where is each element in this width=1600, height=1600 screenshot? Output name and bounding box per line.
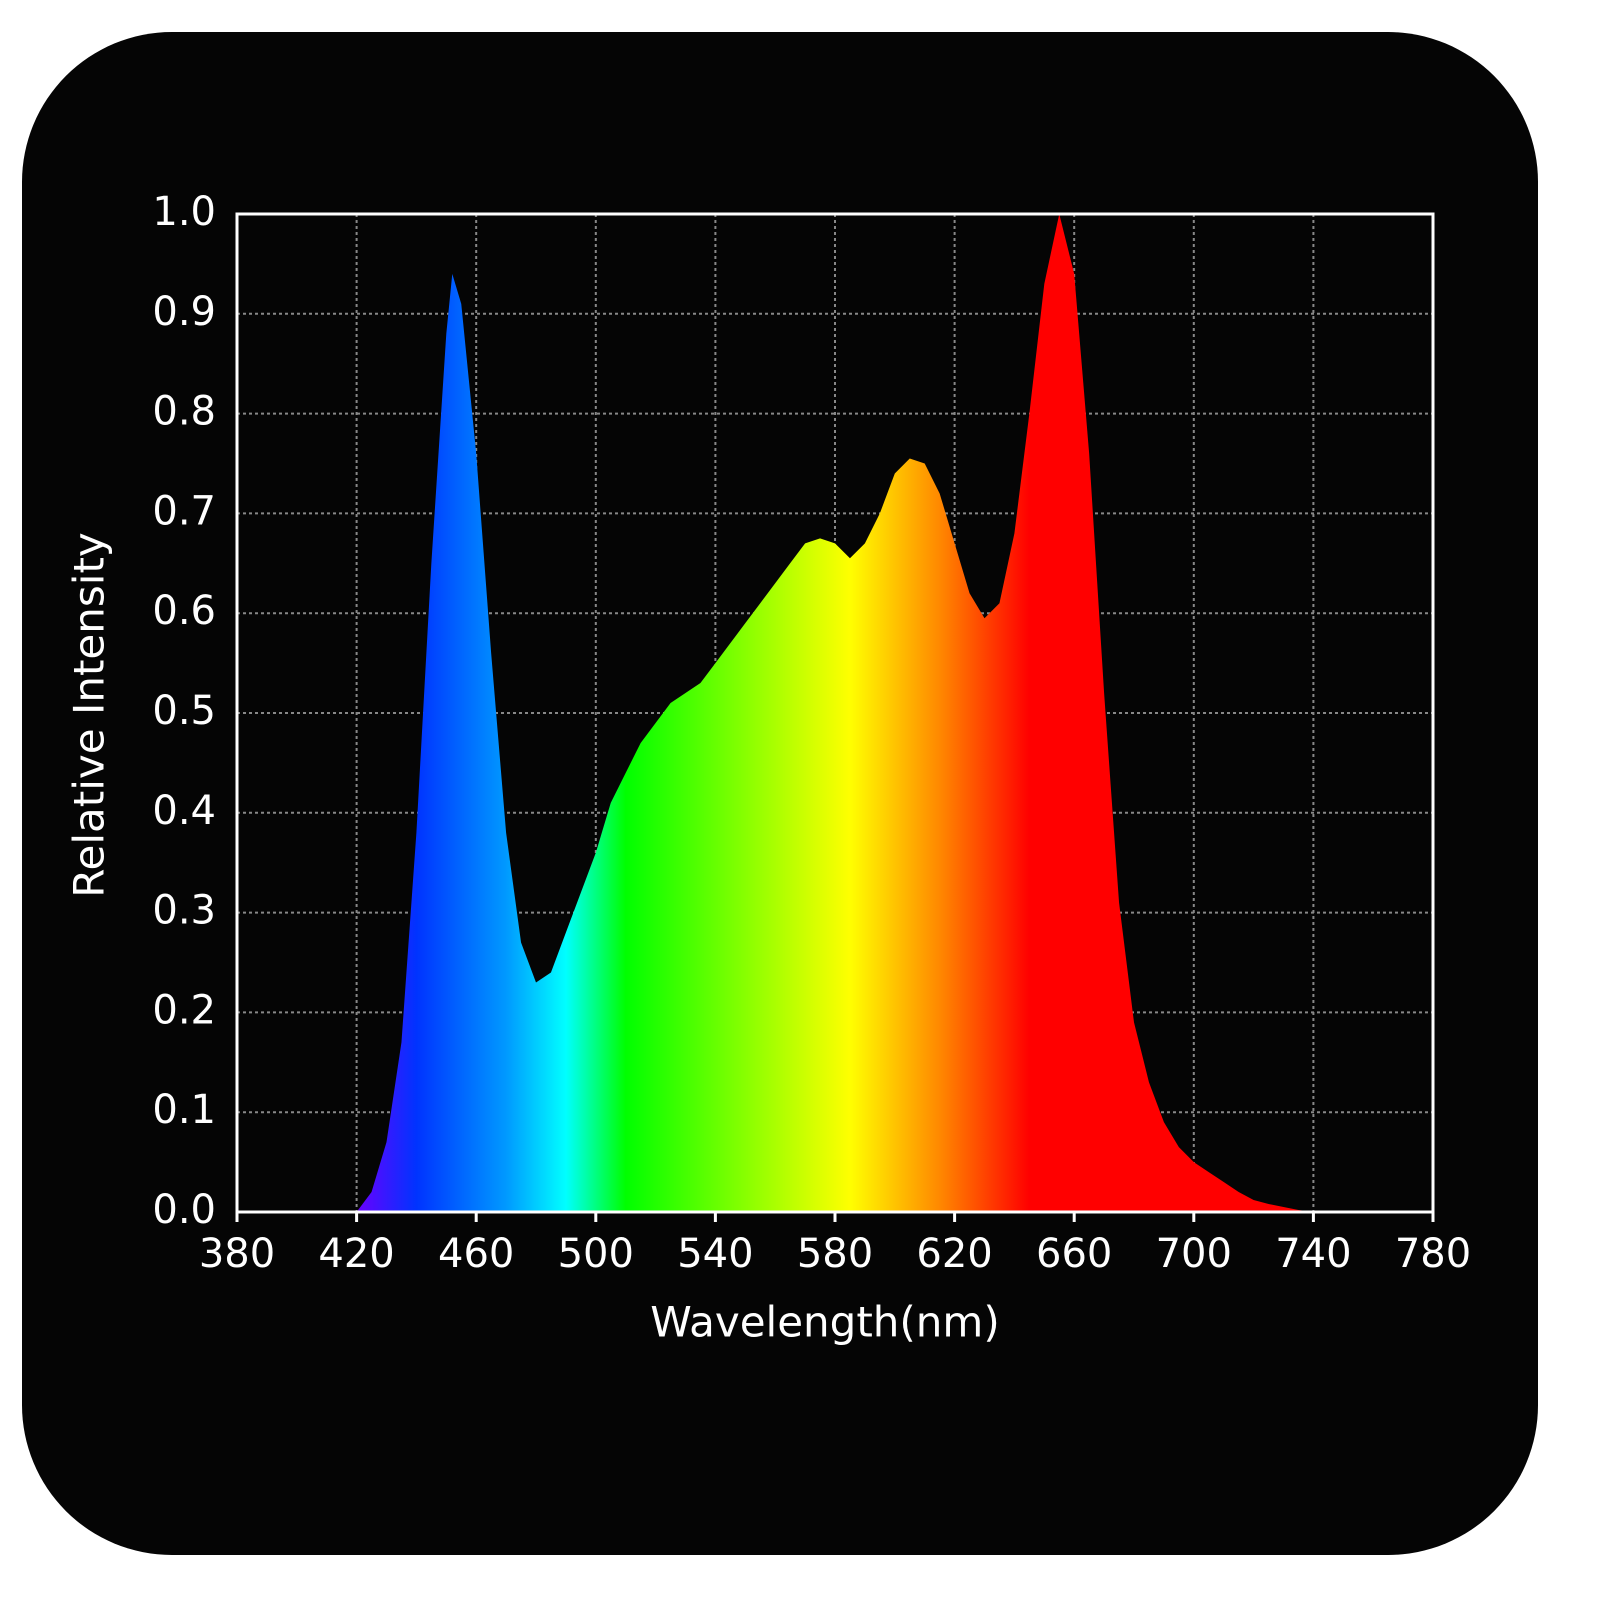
x-tick-label: 660 xyxy=(1036,1231,1112,1277)
x-tick-label: 740 xyxy=(1275,1231,1351,1277)
spectrum-area xyxy=(356,214,1314,1212)
x-tick-label: 540 xyxy=(677,1231,753,1277)
x-tick-label: 420 xyxy=(318,1231,394,1277)
y-tick-label: 0.2 xyxy=(152,987,216,1033)
x-tick-label: 780 xyxy=(1395,1231,1471,1277)
x-tick-label: 620 xyxy=(916,1231,992,1277)
y-tick-label: 0.4 xyxy=(152,788,216,834)
y-tick-label: 0.7 xyxy=(152,488,216,534)
y-tick-label: 0.3 xyxy=(152,888,216,934)
y-tick-label: 0.1 xyxy=(152,1087,216,1133)
y-axis-label: Relative Intensity xyxy=(65,532,114,898)
x-tick-label: 580 xyxy=(797,1231,873,1277)
y-tick-label: 0.6 xyxy=(152,588,216,634)
x-axis-label: Wavelength(nm) xyxy=(650,1298,999,1347)
x-tick-label: 380 xyxy=(199,1231,275,1277)
x-tick-label: 500 xyxy=(558,1231,634,1277)
y-tick-label: 1.0 xyxy=(152,189,216,235)
plot-frame xyxy=(235,212,1435,1214)
x-tick-label: 700 xyxy=(1156,1231,1232,1277)
y-tick-label: 0.8 xyxy=(152,389,216,435)
y-tick-label: 0.0 xyxy=(152,1187,216,1233)
y-tick-label: 0.9 xyxy=(152,289,216,335)
y-tick-label: 0.5 xyxy=(152,688,216,734)
x-tick-label: 460 xyxy=(438,1231,514,1277)
